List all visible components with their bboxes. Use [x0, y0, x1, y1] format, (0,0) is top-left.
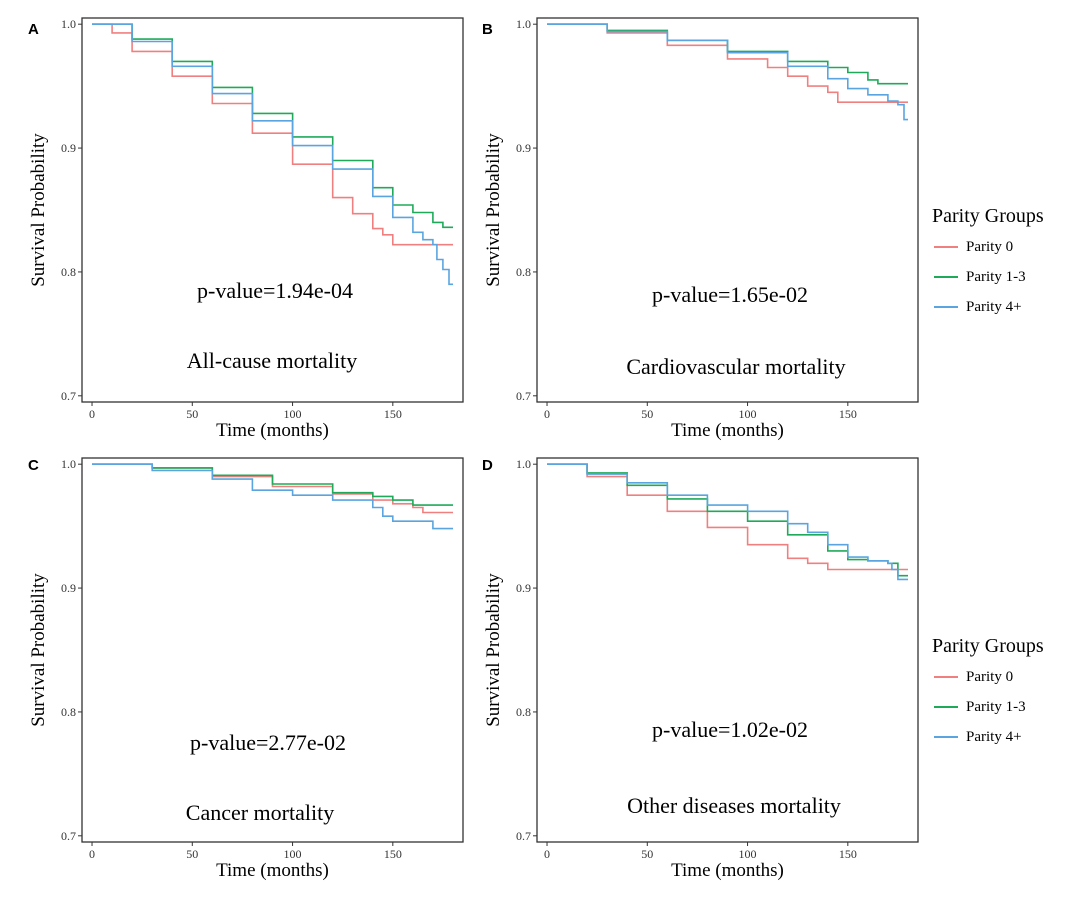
- p-value-annotation: p-value=1.02e-02: [652, 717, 808, 742]
- panel-letter: D: [482, 457, 493, 474]
- x-tick-label: 100: [284, 407, 302, 421]
- p-value-annotation: p-value=1.94e-04: [197, 278, 353, 303]
- series-line-parity4p: [92, 23, 453, 286]
- y-tick-label: 0.8: [516, 265, 531, 279]
- x-tick-label: 50: [641, 407, 653, 421]
- x-tick-label: 0: [544, 407, 550, 421]
- y-tick-label: 0.7: [61, 829, 76, 843]
- legend: Parity Groups Parity 0 Parity 1-3 Parity 4+: [932, 205, 1044, 315]
- x-axis-label: Time (months): [216, 420, 329, 441]
- panel-a: A 0.7 0.8 0.9 1.0 0 50 100 150 Time (months) Survi…: [28, 17, 464, 441]
- series-line-parity13: [547, 463, 908, 577]
- panel-subtitle: All-cause mortality: [187, 348, 357, 373]
- series-line-parity4p: [92, 463, 453, 530]
- x-tick-label: 100: [739, 847, 757, 861]
- legend-entry: Parity 0: [966, 239, 1013, 255]
- series-line-parity0: [92, 23, 453, 246]
- panel-letter: C: [28, 457, 39, 474]
- series-line-parity13: [547, 23, 908, 85]
- series-line-parity13: [92, 463, 453, 506]
- series-line-parity0: [547, 23, 908, 103]
- y-tick-label: 0.8: [516, 705, 531, 719]
- y-tick-label: 0.9: [516, 581, 531, 595]
- x-tick-label: 100: [739, 407, 757, 421]
- x-tick-label: 150: [384, 847, 402, 861]
- x-tick-label: 50: [186, 407, 198, 421]
- plot-frame: [81, 457, 464, 843]
- x-tick-label: 150: [839, 847, 857, 861]
- x-tick-label: 150: [839, 407, 857, 421]
- y-tick-label: 1.0: [61, 17, 76, 31]
- legend-entry: Parity 4+: [966, 299, 1022, 315]
- y-axis-label: Survival Probability: [483, 133, 504, 287]
- x-tick-label: 0: [544, 847, 550, 861]
- legend-entry: Parity 0: [966, 669, 1013, 685]
- legend-title: Parity Groups: [932, 205, 1044, 227]
- y-tick-label: 0.8: [61, 705, 76, 719]
- x-tick-label: 0: [89, 847, 95, 861]
- plot-frame: [536, 17, 919, 403]
- y-axis-label: Survival Probability: [483, 573, 504, 727]
- panel-d: D 0.7 0.8 0.9 1.0 0 50 100 150 Time (months) Survi…: [482, 457, 919, 881]
- y-axis-label: Survival Probability: [28, 133, 49, 287]
- series-line-parity0: [547, 463, 908, 571]
- y-tick-label: 0.9: [516, 141, 531, 155]
- panel-letter: B: [482, 21, 493, 38]
- x-tick-label: 50: [186, 847, 198, 861]
- p-value-annotation: p-value=1.65e-02: [652, 282, 808, 307]
- legend-entry: Parity 1-3: [966, 699, 1026, 715]
- y-tick-label: 0.8: [61, 265, 76, 279]
- x-axis-label: Time (months): [216, 860, 329, 881]
- y-tick-label: 0.7: [516, 389, 531, 403]
- y-tick-label: 0.7: [61, 389, 76, 403]
- panel-subtitle: Cardiovascular mortality: [626, 354, 845, 379]
- plot-frame: [536, 457, 919, 843]
- p-value-annotation: p-value=2.77e-02: [190, 730, 346, 755]
- panel-b: B 0.7 0.8 0.9 1.0 0 50 100 150 Time (months) Survi…: [482, 17, 919, 441]
- series-line-parity0: [92, 463, 453, 514]
- y-tick-label: 1.0: [516, 17, 531, 31]
- legend-title: Parity Groups: [932, 635, 1044, 657]
- x-axis-label: Time (months): [671, 860, 784, 881]
- legend: Parity Groups Parity 0 Parity 1-3 Parity 4+: [932, 635, 1044, 745]
- y-axis-label: Survival Probability: [28, 573, 49, 727]
- panel-letter: A: [28, 21, 39, 38]
- y-tick-label: 1.0: [516, 457, 531, 471]
- y-tick-label: 0.9: [61, 581, 76, 595]
- legend-entry: Parity 4+: [966, 729, 1022, 745]
- panel-subtitle: Other diseases mortality: [627, 793, 841, 818]
- panel-subtitle: Cancer mortality: [186, 800, 334, 825]
- plot-frame: [81, 17, 464, 403]
- series-line-parity4p: [547, 463, 908, 581]
- legend-entry: Parity 1-3: [966, 269, 1026, 285]
- panel-c: C 0.7 0.8 0.9 1.0 0 50 100 150 Time (months) Survi…: [28, 457, 464, 881]
- legends: Parity Groups Parity 0 Parity 1-3 Parity 4+…: [932, 205, 1044, 745]
- series-line-parity13: [92, 23, 453, 229]
- y-tick-label: 1.0: [61, 457, 76, 471]
- y-tick-label: 0.9: [61, 141, 76, 155]
- panels: A 0.7 0.8 0.9 1.0 0 50 100 150 Time (months) Survi…: [28, 17, 919, 881]
- x-tick-label: 100: [284, 847, 302, 861]
- x-axis-label: Time (months): [671, 420, 784, 441]
- y-tick-label: 0.7: [516, 829, 531, 843]
- series-line-parity4p: [547, 23, 908, 121]
- x-tick-label: 50: [641, 847, 653, 861]
- x-tick-label: 150: [384, 407, 402, 421]
- x-tick-label: 0: [89, 407, 95, 421]
